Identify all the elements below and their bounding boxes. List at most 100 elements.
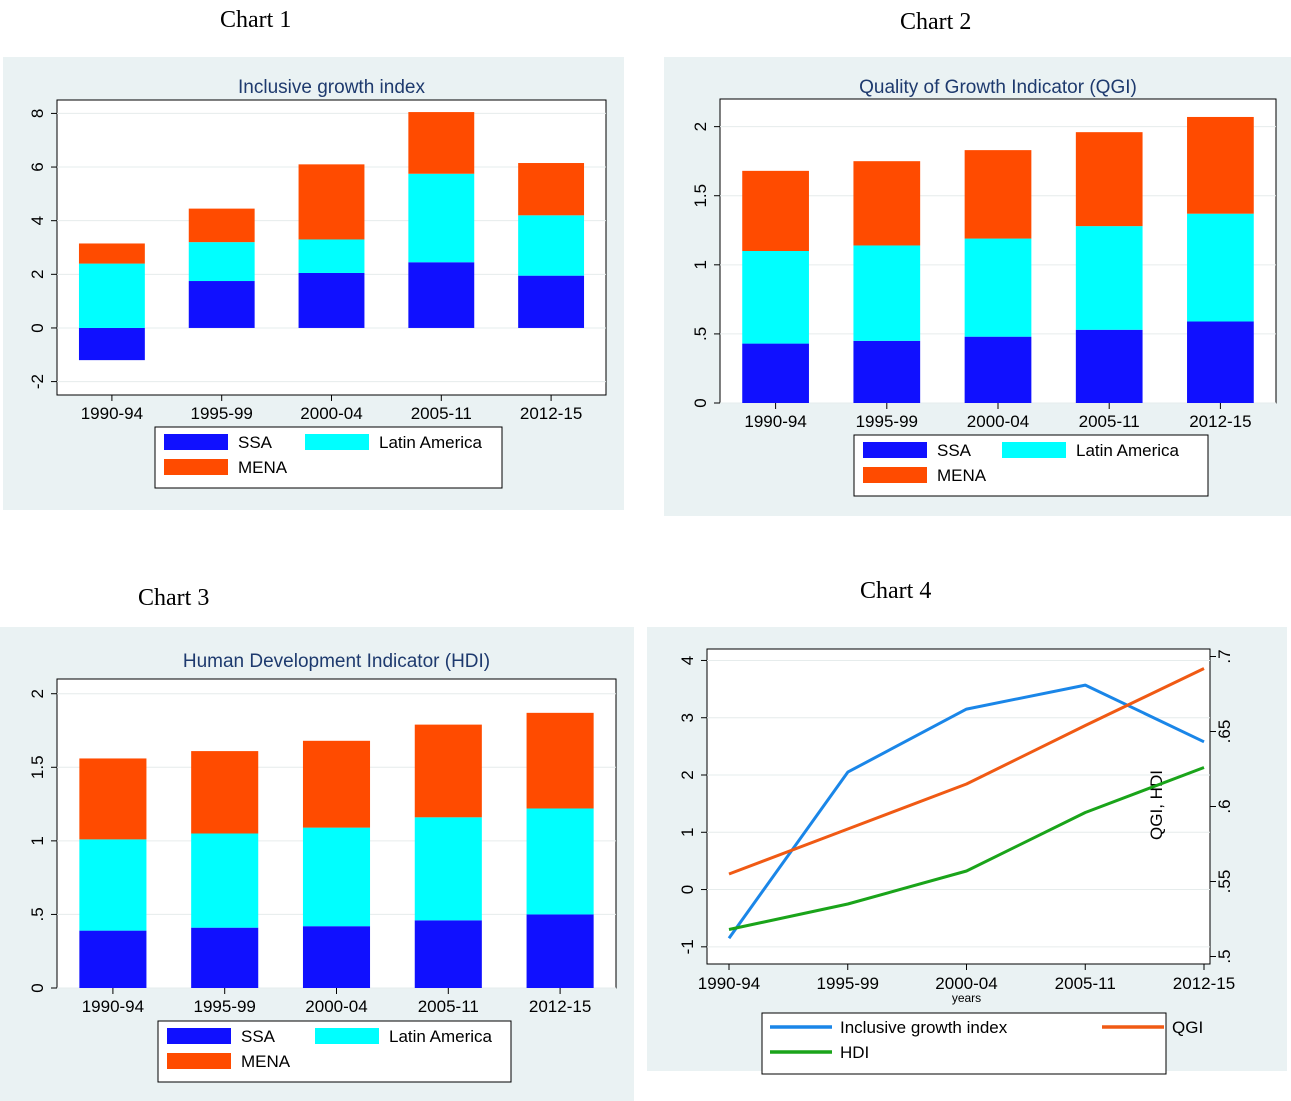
legend-label: Inclusive growth index <box>840 1018 1008 1037</box>
y-tick-label: 1 <box>678 828 697 837</box>
x-tick-label: 2012-15 <box>529 997 591 1016</box>
legend-swatch <box>1002 442 1066 458</box>
x-tick-label: 2005-11 <box>1055 974 1116 993</box>
chart-title: Inclusive growth index <box>238 77 425 98</box>
legend-swatch <box>315 1028 379 1044</box>
bar-ssa <box>79 930 147 988</box>
bar-ssa <box>78 327 145 361</box>
legend-label: MENA <box>937 466 987 485</box>
legend-swatch <box>167 1028 231 1044</box>
y-tick-label: 0 <box>678 885 697 894</box>
x-tick-label: 2000-04 <box>967 412 1029 431</box>
x-tick-label: 2005-11 <box>1079 412 1140 431</box>
legend-label: MENA <box>241 1052 291 1071</box>
bar-ssa <box>298 272 365 328</box>
x-tick-label: 2000-04 <box>300 404 362 423</box>
bar-mena <box>78 243 145 264</box>
bar-mena <box>298 164 365 240</box>
chart-4-caption: Chart 4 <box>860 578 932 604</box>
y-tick-label: 0 <box>28 323 47 332</box>
y2-tick-label: .65 <box>1215 720 1234 744</box>
legend-label: MENA <box>238 458 288 477</box>
bar-latin-america <box>302 827 371 927</box>
bar-latin-america <box>526 808 594 915</box>
bar-ssa <box>191 927 259 988</box>
bar-ssa <box>518 275 585 328</box>
bar-latin-america <box>742 251 809 344</box>
y-tick-label: 1 <box>28 836 47 845</box>
legend-label: SSA <box>937 441 972 460</box>
bar-ssa <box>408 262 475 328</box>
x-tick-label: 1990-94 <box>698 974 760 993</box>
legend-label: HDI <box>840 1043 869 1062</box>
legend-box <box>761 1012 1167 1075</box>
x-tick-label: 2012-15 <box>520 404 582 423</box>
bar-latin-america <box>191 833 259 928</box>
plot-area <box>706 648 1211 965</box>
y2-tick-label: .5 <box>1215 949 1234 963</box>
y-tick-label: 0 <box>691 398 710 407</box>
y-tick-label: .5 <box>28 907 47 921</box>
bar-ssa <box>302 926 371 988</box>
series-line-qgi <box>728 667 1205 876</box>
bar-latin-america <box>79 839 147 931</box>
y-tick-label: 2 <box>678 770 697 779</box>
x-tick-label: 1995-99 <box>856 412 918 431</box>
bar-latin-america <box>964 238 1032 337</box>
series-line-hdi <box>728 766 1205 931</box>
bar-latin-america <box>414 817 482 921</box>
y-tick-label: 1 <box>691 260 710 269</box>
legend-label: Latin America <box>379 433 483 452</box>
bar-latin-america <box>408 173 475 263</box>
bar-mena <box>526 712 594 809</box>
bar-mena <box>518 163 585 216</box>
y-tick-label: -2 <box>28 374 47 389</box>
y-tick-label: -1 <box>678 939 697 954</box>
bar-mena <box>853 161 921 246</box>
bar-mena <box>188 208 255 243</box>
bar-ssa <box>1187 321 1254 403</box>
bar-ssa <box>414 920 482 988</box>
bar-mena <box>742 170 809 251</box>
legend-label: SSA <box>238 433 273 452</box>
bar-mena <box>79 758 147 840</box>
legend-swatch <box>863 442 927 458</box>
x-tick-label: 2005-11 <box>411 404 472 423</box>
x-tick-label: 1990-94 <box>744 412 806 431</box>
chart-3-hdi: Human Development Indicator (HDI) 0 .5 1 1.5… <box>0 627 634 1101</box>
y2-tick-label: .55 <box>1215 870 1234 894</box>
y-tick-label: 0 <box>28 983 47 992</box>
chart-2-caption: Chart 2 <box>900 9 972 35</box>
x-tick-label: 1995-99 <box>817 974 879 993</box>
legend-swatch <box>305 434 369 450</box>
y-tick-label: 6 <box>28 162 47 171</box>
legend-swatch <box>863 467 927 483</box>
y-tick-label: 4 <box>678 656 697 665</box>
x-tick-label: 1995-99 <box>191 404 253 423</box>
bar-mena <box>302 740 371 828</box>
y2-tick-label: .6 <box>1215 799 1234 813</box>
x-tick-label: 1995-99 <box>194 997 256 1016</box>
bar-ssa <box>1075 329 1143 403</box>
chart-title: Human Development Indicator (HDI) <box>183 651 490 672</box>
legend-swatch <box>164 434 228 450</box>
legend-label: SSA <box>241 1027 276 1046</box>
bar-latin-america <box>1075 226 1143 330</box>
legend-swatch <box>164 459 228 475</box>
bar-latin-america <box>853 245 921 341</box>
chart-4-line: -1 0 1 2 3 4 .5 .55 .6 .65 .7 1990-94 1995-99 2000-04… <box>647 627 1287 1075</box>
y2-axis-label: QGI, HDI <box>1147 770 1166 840</box>
chart-title: Quality of Growth Indicator (QGI) <box>859 77 1137 98</box>
bar-latin-america <box>78 263 145 328</box>
bar-latin-america <box>188 242 255 282</box>
bar-mena <box>191 751 259 834</box>
bar-ssa <box>853 340 921 403</box>
bar-mena <box>1187 116 1254 214</box>
y-tick-label: 4 <box>28 216 47 225</box>
y-tick-label: 8 <box>28 109 47 118</box>
y-tick-label: .5 <box>691 327 710 341</box>
bar-ssa <box>964 336 1032 403</box>
bar-ssa <box>188 281 255 328</box>
bar-mena <box>414 724 482 818</box>
legend-label: Latin America <box>389 1027 493 1046</box>
